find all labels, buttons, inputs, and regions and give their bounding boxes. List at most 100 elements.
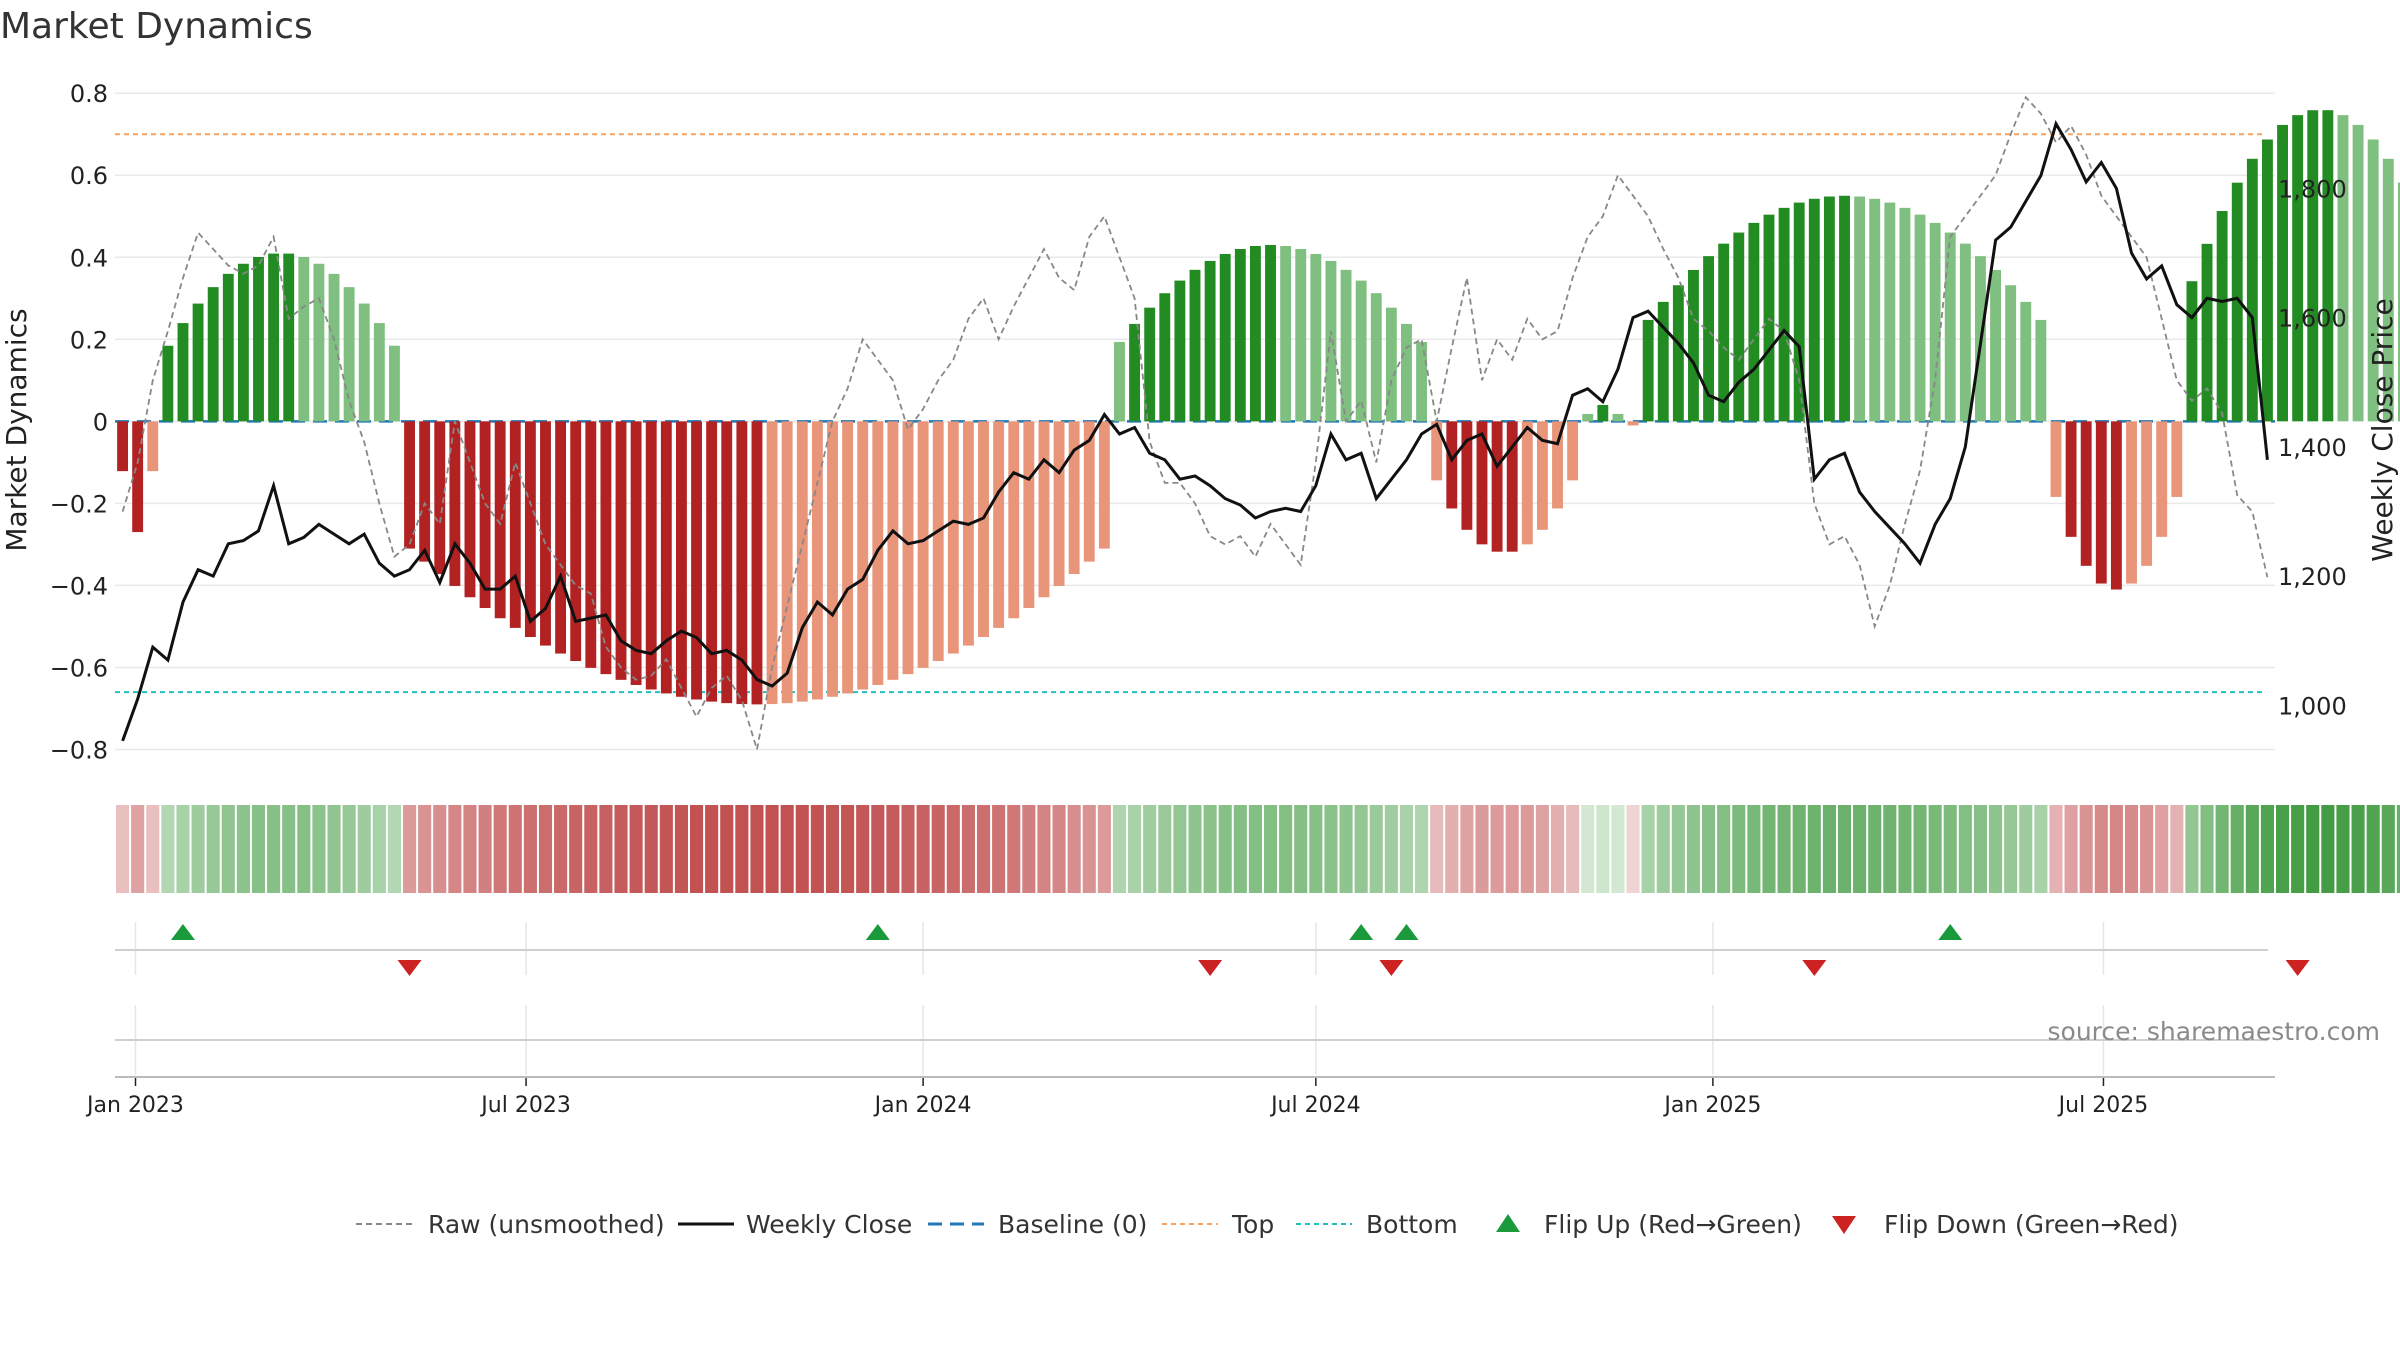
regime-strip-cell — [1747, 805, 1761, 893]
dynamics-bar — [2020, 301, 2032, 422]
regime-strip-cell — [1218, 805, 1232, 893]
regime-strip-cell — [327, 805, 341, 893]
regime-strip-cell — [478, 805, 492, 893]
dynamics-bar — [1642, 319, 1654, 422]
regime-strip-cell — [1324, 805, 1338, 893]
dynamics-bar — [524, 421, 536, 638]
regime-strip-cell — [569, 805, 583, 893]
flip-down-marker — [1198, 960, 1223, 976]
regime-strip-cell — [1943, 805, 1957, 893]
regime-strip-cell — [1762, 805, 1776, 893]
regime-strip-cell — [871, 805, 885, 893]
dynamics-bar — [1461, 421, 1473, 530]
right-y-tick-label: 1,800 — [2278, 175, 2347, 203]
regime-strip-cell — [2109, 805, 2123, 893]
regime-strip-cell — [720, 805, 734, 893]
dynamics-bar — [1295, 248, 1307, 422]
regime-strip-cell — [765, 805, 779, 893]
dynamics-bar — [1385, 307, 1397, 422]
regime-strip-cell — [1279, 805, 1293, 893]
regime-strip-cell — [1913, 805, 1927, 893]
regime-strip-cell — [1989, 805, 2003, 893]
dynamics-bar — [1944, 232, 1956, 422]
regime-strip-cell — [131, 805, 145, 893]
x-tick-label: Jan 2024 — [873, 1093, 972, 1118]
x-tick-label: Jul 2025 — [2057, 1093, 2149, 1118]
regime-strip-cell — [2200, 805, 2214, 893]
regime-strip-cell — [2155, 805, 2169, 893]
legend-label: Baseline (0) — [998, 1210, 1147, 1239]
dynamics-bar — [253, 257, 264, 422]
regime-strip-cell — [206, 805, 220, 893]
x-tick-label: Jul 2023 — [479, 1093, 571, 1118]
flip-down-marker — [1802, 960, 1827, 976]
regime-strip-cell — [2049, 805, 2063, 893]
dynamics-bar — [751, 421, 763, 705]
dynamics-bar — [1204, 260, 1216, 422]
dynamics-bar — [1597, 404, 1609, 422]
regime-strip-cell — [2366, 805, 2380, 893]
legend-label: Weekly Close — [746, 1210, 912, 1239]
regime-strip-cell — [1052, 805, 1066, 893]
regime-strip-cell — [1898, 805, 1912, 893]
legend-item: Flip Up (Red→Green) — [1496, 1210, 1802, 1239]
regime-strip-cell — [372, 805, 386, 893]
left-y-tick-label: −0.8 — [50, 736, 108, 764]
dynamics-bar — [1340, 269, 1352, 422]
dynamics-bar — [1718, 243, 1730, 422]
dynamics-bar — [1219, 253, 1231, 422]
regime-strip-cell — [1188, 805, 1202, 893]
dynamics-bar — [1280, 245, 1292, 422]
weekly-close-line — [121, 120, 2269, 742]
regime-strip-cell — [2336, 805, 2350, 893]
regime-strip-cell — [297, 805, 311, 893]
regime-strip-cell — [1777, 805, 1791, 893]
regime-strip-cell — [1868, 805, 1882, 893]
dynamics-bar — [373, 323, 385, 422]
regime-strip-cell — [916, 805, 930, 893]
flip-markers-panel — [115, 922, 2310, 976]
regime-strip-cell — [1339, 805, 1353, 893]
dynamics-bar — [947, 421, 959, 654]
dynamics-bar — [1114, 342, 1125, 422]
regime-strip-cell — [886, 805, 900, 893]
regime-strip-cell — [1475, 805, 1489, 893]
dynamics-bar — [494, 421, 506, 619]
regime-strip-cell — [1097, 805, 1111, 893]
regime-strip-cell — [856, 805, 870, 893]
dynamics-bar — [887, 421, 899, 680]
dynamics-bar — [162, 345, 174, 422]
x-axis-ticks: Jan 2023 Jul 2023 Jan 2024 Jul 2024 Jan 2025… — [85, 1076, 2275, 1118]
dynamics-bar — [2186, 281, 2198, 422]
dynamics-bar — [237, 263, 249, 422]
regime-strip-cell — [2260, 805, 2274, 893]
regime-strip-cell — [523, 805, 537, 893]
regime-strip-cell — [267, 805, 281, 893]
regime-strip-cell — [191, 805, 205, 893]
dynamics-bar — [1536, 421, 1548, 530]
regime-strip-cell — [1203, 805, 1217, 893]
dynamics-bar — [555, 421, 567, 654]
raw-unsmoothed-line — [121, 95, 2269, 750]
dynamics-bar — [434, 421, 446, 575]
regime-strip-cell — [1732, 805, 1746, 893]
regime-strip-cell — [2291, 805, 2305, 893]
regime-strip-cell — [2019, 805, 2033, 893]
regime-strip-cell — [2094, 805, 2108, 893]
dynamics-bar — [1053, 421, 1065, 586]
regime-strip-cell — [825, 805, 840, 893]
legend-item: Flip Down (Green→Red) — [1832, 1210, 2179, 1239]
flip-up-marker — [1394, 924, 1419, 940]
regime-strip-cell — [961, 805, 975, 893]
legend-label: Raw (unsmoothed) — [428, 1210, 665, 1239]
regime-strip-cell — [1007, 805, 1021, 893]
dynamics-bar — [978, 421, 989, 638]
dynamics-bar — [2262, 139, 2273, 422]
regime-strip-cell — [599, 805, 613, 893]
left-y-tick-label: 0.2 — [70, 326, 108, 354]
regime-strip-cell — [554, 805, 568, 893]
dynamics-bar — [1310, 253, 1322, 422]
dynamics-bar — [1144, 307, 1156, 422]
